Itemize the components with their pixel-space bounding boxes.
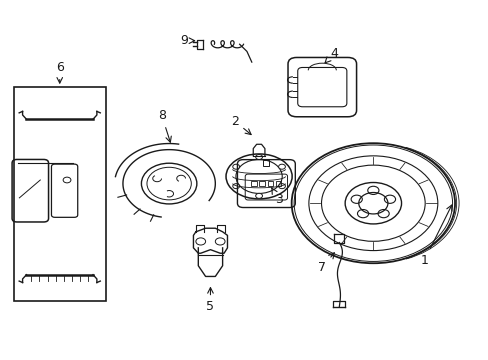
Text: 1: 1 — [420, 205, 451, 267]
Text: 2: 2 — [230, 114, 251, 135]
Bar — [263, 160, 269, 166]
Text: 9: 9 — [180, 34, 194, 47]
Circle shape — [278, 184, 285, 189]
Circle shape — [232, 164, 239, 169]
Circle shape — [255, 193, 262, 198]
Circle shape — [278, 164, 285, 169]
Text: 3: 3 — [271, 188, 282, 206]
Circle shape — [232, 184, 239, 189]
Circle shape — [255, 154, 262, 159]
Text: 6: 6 — [56, 61, 63, 83]
Bar — [14, 87, 106, 301]
Bar — [259, 181, 264, 186]
Bar — [251, 181, 257, 186]
Text: 5: 5 — [206, 288, 214, 313]
Text: 8: 8 — [158, 109, 171, 142]
Bar — [275, 181, 281, 186]
Text: 7: 7 — [318, 253, 334, 274]
Text: 4: 4 — [325, 47, 338, 63]
Bar — [267, 181, 273, 186]
